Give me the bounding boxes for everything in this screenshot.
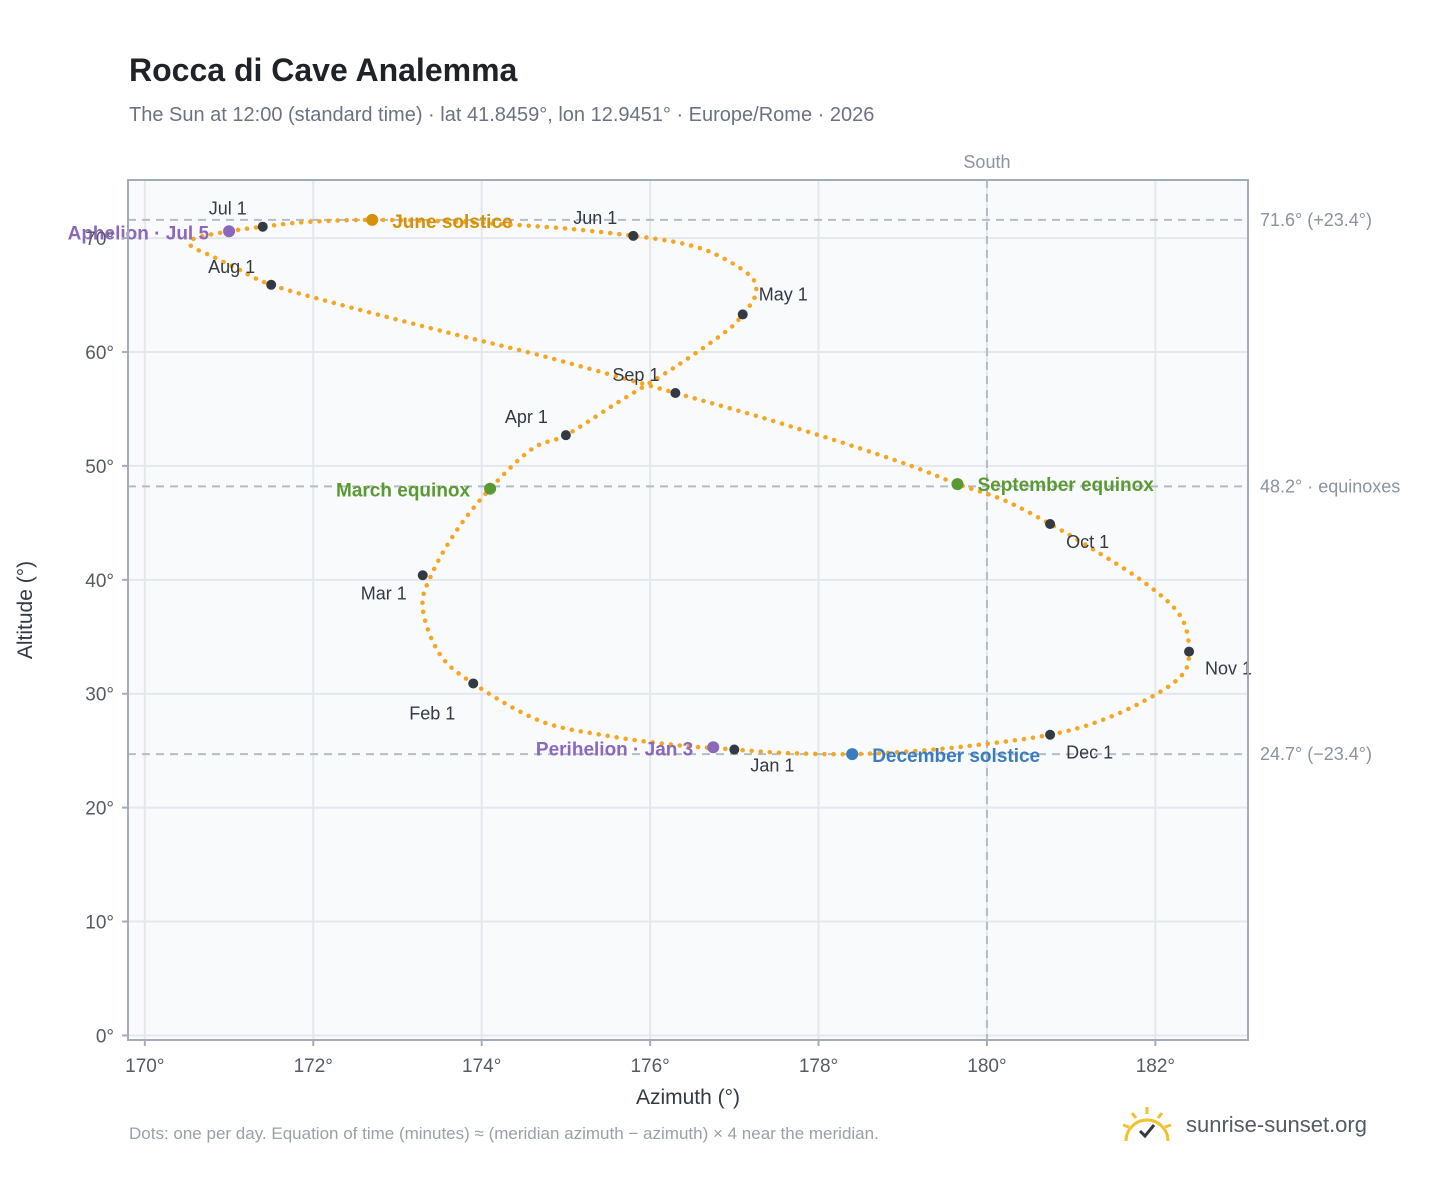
month-marker-label: Jul 1	[209, 199, 247, 219]
event-marker	[846, 748, 859, 761]
event-label: September equinox	[977, 475, 1154, 496]
month-marker-label: Feb 1	[409, 703, 455, 723]
reference-lines: South 71.6° (+23.4°) 48.2° · equinoxes 24.7…	[128, 152, 1400, 1040]
event-markers: June solstice Aphelion · Jul 5 March equin…	[68, 212, 1155, 767]
month-marker	[1045, 729, 1056, 740]
month-marker-label: Dec 1	[1066, 743, 1113, 763]
event-label: March equinox	[336, 481, 471, 502]
x-tick-label: 180°	[967, 1056, 1006, 1077]
y-tick-label: 60°	[85, 343, 114, 364]
month-marker	[257, 221, 268, 232]
event-marker	[707, 741, 720, 754]
reference-line-label: 48.2° · equinoxes	[1260, 476, 1400, 496]
x-tick-label: 182°	[1136, 1056, 1175, 1077]
footnote: Dots: one per day. Equation of time (min…	[129, 1124, 879, 1143]
month-marker-label: Nov 1	[1205, 659, 1252, 679]
month-marker-label: Oct 1	[1066, 532, 1109, 552]
month-marker	[737, 309, 748, 320]
event-marker	[366, 213, 379, 226]
month-marker	[560, 430, 571, 441]
grid-lines	[128, 180, 1248, 1040]
x-tick-label: 170°	[125, 1056, 164, 1077]
y-tick-label: 70°	[85, 229, 114, 250]
plot-frame	[127, 179, 1249, 1041]
month-marker-label: Apr 1	[505, 407, 548, 427]
month-marker	[628, 230, 639, 241]
y-tick-label: 20°	[85, 799, 114, 820]
reference-line-label: 24.7° (−23.4°)	[1260, 744, 1372, 764]
event-label: December solstice	[872, 746, 1040, 767]
reference-line-label: 71.6° (+23.4°)	[1260, 210, 1372, 230]
month-marker-label: Sep 1	[612, 365, 659, 385]
x-tick-label: 176°	[630, 1056, 669, 1077]
y-tick-label: 10°	[85, 913, 114, 934]
axes: 170° 172° 174° 176° 178° 180° 182° 0° 10° 20° 30° 4…	[14, 229, 1175, 1109]
event-marker	[223, 225, 236, 238]
month-marker-label: Aug 1	[208, 257, 255, 277]
month-marker	[1045, 519, 1056, 529]
event-label: Aphelion · Jul 5	[68, 223, 210, 244]
brand-name: sunrise-sunset.org	[1186, 1112, 1367, 1137]
month-marker-label: May 1	[759, 284, 808, 304]
x-tick-label: 172°	[294, 1056, 333, 1077]
y-tick-label: 0°	[96, 1026, 114, 1047]
month-markers: Jan 1 Feb 1 Mar 1 Apr 1 May 1 Jun 1 Jul 1 Aug 1…	[208, 199, 1252, 776]
meridian-label: South	[963, 152, 1010, 172]
event-label: June solstice	[392, 212, 512, 233]
y-tick-label: 40°	[85, 571, 114, 592]
y-tick-label: 30°	[85, 685, 114, 706]
month-marker	[729, 744, 740, 755]
x-axis-label: Azimuth (°)	[636, 1086, 740, 1109]
brand[interactable]: sunrise-sunset.org	[1120, 1102, 1367, 1148]
event-label: Perihelion · Jan 3	[536, 739, 693, 760]
sun-logo-icon	[1122, 1107, 1172, 1142]
plot-area	[128, 180, 1248, 1040]
event-marker	[484, 482, 497, 495]
month-marker-label: Jun 1	[573, 208, 617, 228]
y-tick-label: 50°	[85, 457, 114, 478]
y-axis-label: Altitude (°)	[14, 561, 37, 659]
month-marker	[1184, 646, 1195, 657]
month-marker	[670, 388, 681, 399]
month-marker-label: Mar 1	[361, 583, 407, 603]
month-marker-label: Jan 1	[750, 756, 794, 776]
month-marker	[417, 570, 428, 581]
month-marker	[266, 279, 277, 290]
chart-title: Rocca di Cave Analemma	[129, 52, 518, 88]
x-tick-label: 174°	[462, 1056, 501, 1077]
event-marker	[951, 478, 964, 491]
month-marker	[468, 678, 479, 689]
chart-subtitle: The Sun at 12:00 (standard time) · lat 4…	[129, 104, 875, 126]
x-tick-label: 178°	[799, 1056, 838, 1077]
